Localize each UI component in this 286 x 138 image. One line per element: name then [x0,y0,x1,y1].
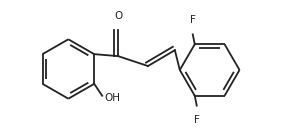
Text: F: F [190,15,196,26]
Text: F: F [194,115,200,124]
Text: O: O [114,11,122,22]
Text: OH: OH [104,93,120,103]
